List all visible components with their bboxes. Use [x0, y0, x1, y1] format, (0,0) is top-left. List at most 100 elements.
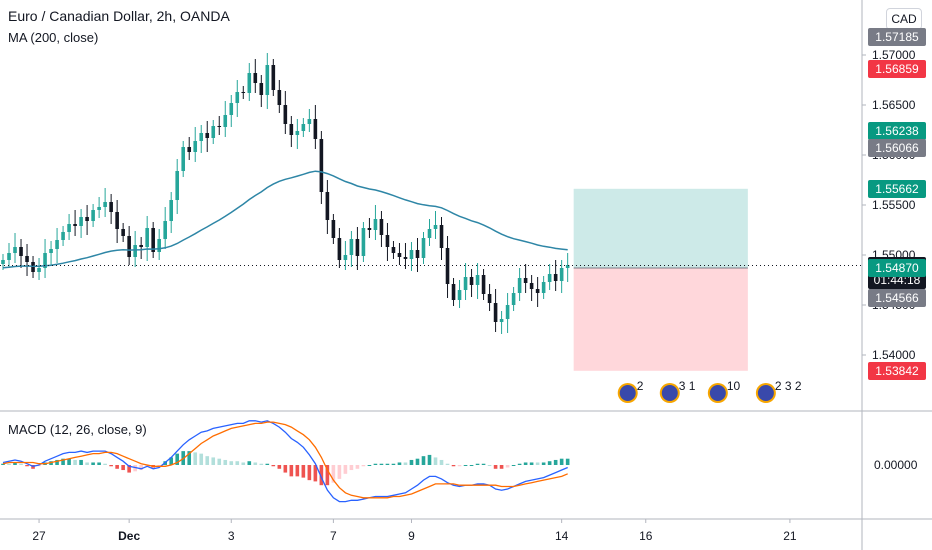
time-tick-label: 3 — [228, 529, 235, 543]
candle — [325, 192, 330, 220]
candle — [379, 219, 384, 235]
price-tick-label: 1.57000 — [872, 48, 916, 62]
macd-histogram-bar — [301, 465, 306, 478]
macd-histogram-bar — [487, 465, 492, 466]
candle — [307, 119, 312, 124]
macd-histogram-bar — [19, 463, 23, 465]
candle — [49, 249, 53, 253]
candle — [109, 202, 113, 212]
candle — [37, 268, 41, 272]
candle — [67, 224, 71, 232]
macd-histogram-bar — [511, 465, 516, 466]
macd-histogram-bar — [265, 463, 270, 465]
price-label: 1.56238 — [868, 122, 926, 141]
candle — [403, 257, 408, 259]
candle — [331, 220, 336, 238]
price-label: 1.56859 — [868, 60, 926, 79]
time-tick-label: 16 — [639, 529, 653, 543]
macd-histogram-bar — [139, 465, 143, 471]
candle — [397, 253, 402, 257]
candle — [211, 126, 216, 138]
candle — [433, 225, 438, 229]
macd-histogram-bar — [295, 465, 300, 477]
candle — [301, 124, 306, 131]
macd-histogram-bar — [121, 465, 125, 471]
candle — [553, 274, 558, 281]
candle — [1, 260, 5, 264]
candle — [319, 139, 324, 192]
macd-tick-label: 0.00000 — [874, 458, 918, 472]
time-tick-label: 7 — [330, 529, 337, 543]
macd-histogram-bar — [313, 465, 318, 482]
signal-line — [2, 421, 568, 499]
event-count: 2 — [637, 379, 644, 393]
macd-histogram-bar — [13, 462, 17, 465]
candle — [415, 250, 420, 258]
price-label: 1.54870 — [868, 259, 926, 277]
ma-line — [2, 170, 568, 269]
macd-histogram-bar — [397, 462, 402, 465]
candle — [421, 238, 426, 258]
candle — [367, 228, 372, 230]
macd-histogram-bar — [277, 465, 282, 469]
candle — [265, 65, 270, 95]
candle — [469, 277, 474, 285]
candle — [7, 253, 11, 260]
candle — [79, 217, 83, 226]
event-count: 10 — [727, 379, 741, 393]
macd-histogram-bar — [91, 462, 95, 465]
candle — [253, 73, 258, 83]
eu-flag-icon — [661, 385, 678, 401]
macd-legend[interactable]: MACD (12, 26, close, 9) — [8, 422, 147, 437]
candle — [493, 303, 498, 322]
candle — [355, 239, 360, 256]
macd-histogram-bar — [457, 465, 462, 467]
macd-histogram-bar — [565, 458, 570, 465]
ma-legend[interactable]: MA (200, close) — [8, 30, 99, 45]
candle — [277, 90, 282, 105]
currency-button[interactable]: CAD — [886, 8, 922, 30]
candle — [565, 265, 570, 268]
macd-histogram-bar — [115, 465, 119, 469]
candle — [19, 247, 23, 256]
candle — [157, 239, 161, 252]
price-label: 1.53842 — [868, 361, 926, 380]
macd-histogram-bar — [547, 461, 552, 465]
price-tick-label: 1.56500 — [872, 98, 916, 112]
time-tick-label: 14 — [555, 529, 569, 543]
candle — [169, 200, 174, 221]
macd-histogram-bar — [559, 458, 564, 465]
price-label: 1.57185 — [868, 27, 926, 46]
macd-histogram-bar — [271, 465, 276, 467]
macd-histogram-bar — [73, 459, 77, 465]
candle — [91, 210, 95, 221]
candle — [103, 202, 107, 207]
candle — [385, 235, 390, 247]
macd-histogram-bar — [199, 453, 204, 465]
candle — [511, 293, 516, 305]
macd-histogram-bar — [247, 461, 252, 465]
candle — [73, 224, 77, 226]
candle — [31, 262, 35, 272]
time-tick-label: 27 — [32, 529, 46, 543]
macd-histogram-bar — [493, 465, 498, 469]
candle — [295, 131, 300, 135]
event-count: 3 1 — [679, 379, 696, 393]
candle — [85, 217, 89, 221]
stop-zone — [573, 268, 748, 371]
candle — [529, 283, 534, 289]
candle — [445, 248, 450, 284]
macd-histogram-bar — [427, 454, 432, 465]
candle — [223, 115, 228, 127]
macd-histogram-bar — [421, 456, 426, 465]
macd-histogram-bar — [259, 463, 264, 465]
macd-histogram-bar — [97, 462, 101, 465]
macd-histogram-bar — [25, 465, 29, 467]
candle — [247, 73, 252, 93]
candle — [241, 92, 246, 93]
macd-histogram-bar — [289, 465, 294, 477]
candle — [559, 268, 564, 281]
candle — [199, 133, 204, 141]
macd-histogram-bar — [67, 458, 71, 465]
